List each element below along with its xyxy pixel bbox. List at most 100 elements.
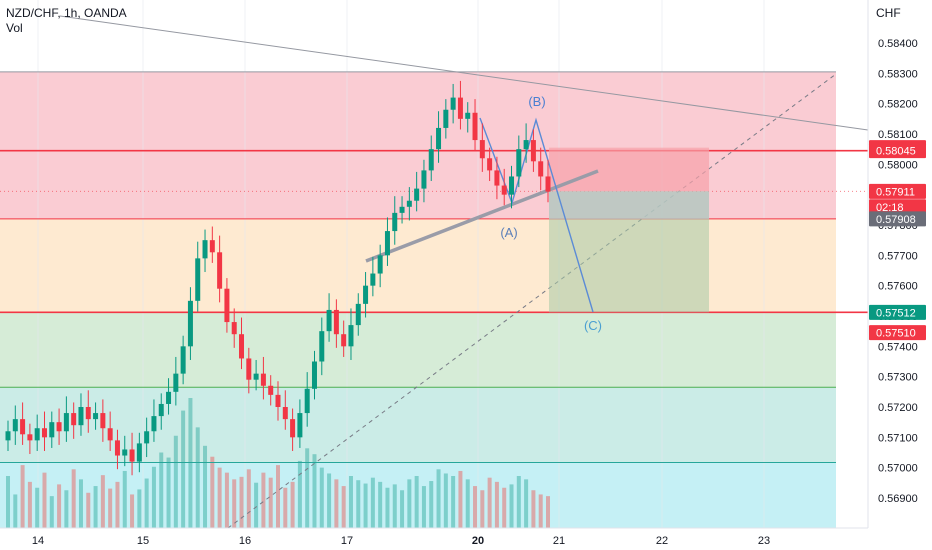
volume-bar — [348, 476, 353, 528]
volume-bar — [224, 472, 229, 528]
volume-bar — [232, 479, 237, 528]
volume-bar — [334, 479, 339, 528]
candle-body — [479, 140, 485, 159]
volume-bar — [385, 487, 390, 528]
drawings-layer: (A) (B) (C) — [59, 15, 869, 529]
volume-bar — [268, 477, 273, 528]
x-tick-label: 22 — [656, 535, 668, 547]
volume-bar — [429, 481, 434, 528]
symbol-title: NZD/CHF, 1h, OANDA — [6, 6, 127, 20]
volume-bar — [443, 473, 448, 528]
price-badge — [869, 304, 926, 320]
candle-body — [443, 109, 449, 128]
candle-body — [326, 309, 332, 332]
y-tick-label: 0.57600 — [878, 281, 918, 293]
candle-body — [5, 431, 11, 441]
volume-bar — [246, 469, 251, 528]
candle-body — [275, 394, 281, 407]
wave-label: (A) — [500, 225, 517, 240]
candle-body — [100, 413, 106, 429]
volume-bar — [465, 479, 470, 528]
volume-bar — [35, 487, 40, 528]
candle-body — [246, 358, 252, 380]
candle-body — [399, 206, 405, 213]
price-badge — [869, 211, 926, 227]
volume-bar — [203, 445, 208, 528]
volume-bar — [400, 490, 405, 528]
price-badge-label: 0.57908 — [876, 214, 916, 226]
zone-band — [0, 462, 836, 528]
candle-body — [290, 419, 296, 438]
candle-body — [173, 373, 179, 392]
trend-line-dashed — [227, 73, 837, 529]
candle-body — [472, 112, 478, 141]
price-badge — [869, 199, 926, 215]
candle-body — [392, 212, 398, 232]
volume-bar — [195, 427, 200, 528]
candle-body — [414, 188, 420, 201]
candle-body — [509, 176, 515, 195]
volume-bar — [86, 492, 91, 528]
volume-bar — [538, 494, 543, 528]
candle-body — [180, 346, 186, 374]
volume-bar — [516, 476, 521, 528]
candle-body — [494, 170, 500, 186]
candle-body — [217, 252, 223, 289]
volume-bar — [451, 476, 456, 528]
candle-body — [450, 97, 456, 110]
candle-body — [538, 161, 544, 177]
volume-label: Vol — [6, 21, 23, 35]
candle-body — [384, 231, 390, 256]
wave-path — [479, 117, 594, 313]
volume-bar — [93, 486, 98, 528]
volume-bar — [108, 488, 113, 528]
candle-body — [363, 285, 369, 304]
candle-body — [209, 240, 215, 253]
candle-body — [122, 449, 128, 456]
price-badge — [869, 325, 926, 341]
volume-bar — [151, 466, 156, 528]
volume-bar — [421, 486, 426, 528]
candle-body — [56, 422, 62, 432]
position-stop-zone — [549, 147, 709, 192]
volume-bar — [436, 469, 441, 528]
volume-bar — [487, 477, 492, 528]
candle-body — [370, 273, 376, 286]
trend-line-resistance — [59, 15, 869, 131]
candle-body — [457, 97, 463, 119]
candle-body — [348, 325, 354, 347]
candle-body — [523, 140, 529, 150]
volume-bar — [100, 475, 105, 528]
x-tick-label: 20 — [472, 535, 484, 547]
x-tick-label: 16 — [239, 535, 251, 547]
y-tick-label: 0.58100 — [878, 129, 918, 141]
volume-bar — [254, 482, 259, 528]
volume-bar — [297, 460, 302, 528]
volume-bar — [473, 486, 478, 528]
volume-bar — [159, 452, 164, 528]
candle-body — [166, 391, 172, 404]
zone-band — [0, 218, 836, 313]
support-line — [365, 169, 599, 263]
volume-bar — [458, 470, 463, 528]
candle-body — [282, 407, 288, 420]
currency-label: CHF — [876, 6, 901, 20]
volume-bar — [370, 477, 375, 528]
y-tick-label: 0.57000 — [878, 463, 918, 475]
price-badge-label: 0.58045 — [876, 146, 916, 158]
y-tick-label: 0.58200 — [878, 99, 918, 111]
y-tick-label: 0.58400 — [878, 38, 918, 50]
volume-bar — [546, 496, 550, 528]
candle-layer — [5, 80, 551, 476]
volume-bar — [239, 476, 244, 528]
volume-bar — [122, 470, 127, 528]
volume-bar — [312, 454, 317, 528]
candle-body — [260, 373, 266, 386]
volume-bar — [57, 484, 62, 528]
candle-body — [187, 300, 193, 347]
price-badge — [869, 183, 926, 199]
candle-body — [428, 149, 434, 171]
price-badge-label: 0.57911 — [876, 186, 915, 198]
